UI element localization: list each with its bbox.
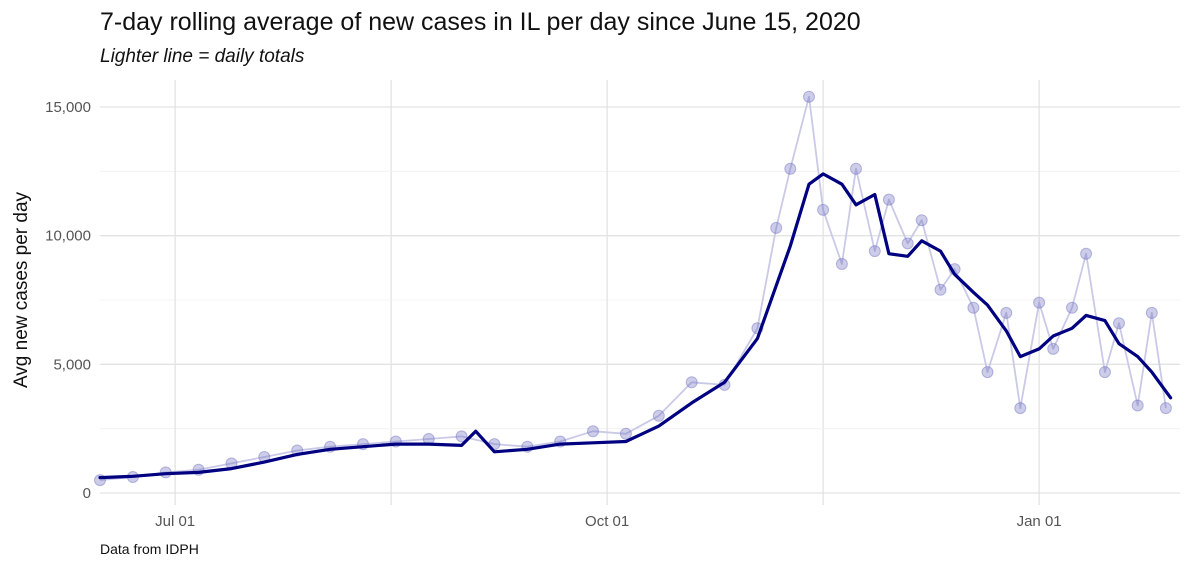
y-axis-title: Avg new cases per day	[11, 191, 32, 388]
x-tick-label: Oct 01	[585, 513, 629, 530]
y-tick-label: 0	[83, 485, 91, 502]
daily-point	[1014, 402, 1027, 415]
daily-point	[1131, 399, 1144, 412]
chart-subtitle: Lighter line = daily totals	[100, 46, 305, 67]
daily-point	[850, 162, 862, 175]
daily-point	[868, 245, 881, 258]
daily-point	[967, 301, 980, 314]
daily-point	[1066, 301, 1078, 314]
x-axis: Jul 01 Oct 01 Jan 01	[155, 513, 1062, 530]
daily-point	[1047, 342, 1060, 355]
x-tick-label: Jan 01	[1017, 513, 1062, 530]
chart-title: 7-day rolling average of new cases in IL…	[100, 8, 861, 36]
daily-series	[94, 90, 1172, 487]
daily-point	[835, 258, 848, 270]
daily-point	[784, 162, 797, 175]
y-tick-label: 10,000	[45, 228, 91, 245]
daily-point	[882, 193, 895, 206]
x-tick-label: Jul 01	[155, 513, 195, 530]
daily-point	[1098, 366, 1111, 379]
daily-point	[1145, 306, 1158, 319]
daily-point	[1159, 402, 1172, 415]
rolling-average-line	[98, 172, 1173, 480]
daily-point	[685, 376, 698, 389]
daily-point	[981, 366, 994, 379]
daily-point	[901, 237, 914, 250]
daily-point	[455, 430, 468, 443]
y-tick-label: 5,000	[53, 356, 91, 373]
y-tick-label: 15,000	[45, 99, 91, 116]
caption: Data from IDPH	[100, 541, 199, 557]
daily-point	[1113, 317, 1125, 330]
daily-point	[803, 90, 815, 103]
rolling-average-series	[98, 172, 1173, 480]
daily-totals-line	[99, 95, 1167, 481]
daily-point	[817, 203, 830, 216]
grid	[100, 80, 1180, 505]
daily-point	[1033, 296, 1046, 309]
plot-area: 0 5,000 10,000 15,000 Jul 01 Oct 01 Jan 01	[45, 80, 1180, 530]
daily-point	[1000, 306, 1013, 319]
daily-point	[934, 283, 947, 296]
daily-point	[915, 214, 928, 227]
daily-point	[587, 425, 599, 438]
daily-point	[1080, 247, 1093, 260]
daily-point	[770, 221, 783, 234]
daily-point	[652, 409, 665, 422]
y-axis: 0 5,000 10,000 15,000	[45, 99, 91, 502]
daily-point	[619, 427, 632, 440]
